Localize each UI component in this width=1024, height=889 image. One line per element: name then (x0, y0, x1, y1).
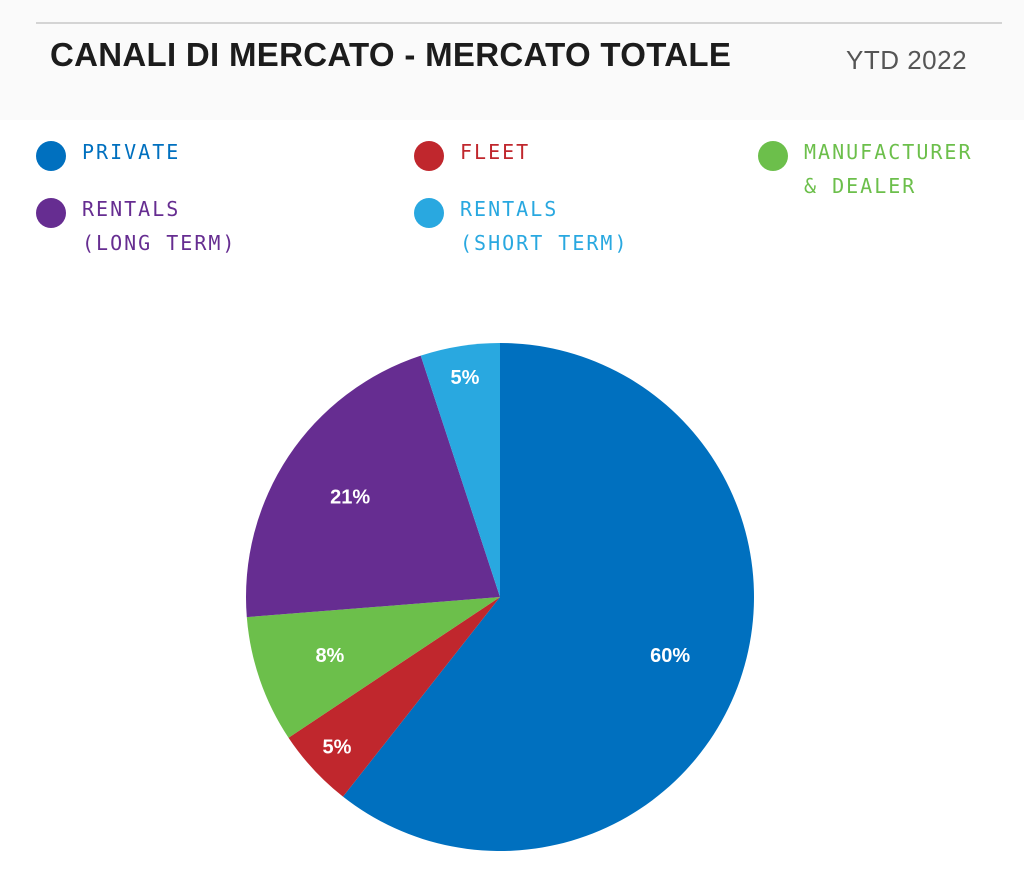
legend-label-line: RENTALS (82, 197, 181, 221)
legend-label-line: MANUFACTURER (804, 140, 973, 164)
legend-label-fleet: FLEET (460, 135, 530, 169)
pie-slice-fleet (288, 597, 500, 797)
legend-swatch-private (36, 141, 66, 171)
legend-label-rentals-long-term: RENTALS (LONG TERM) (82, 192, 236, 260)
legend-swatch-fleet (414, 141, 444, 171)
legend-label-line: RENTALS (460, 197, 559, 221)
chart-legend: PRIVATE FLEET MANUFACTURER & DEALER RENT… (0, 0, 1024, 280)
chart-subtitle: YTD 2022 (846, 45, 968, 75)
legend-label-line: (LONG TERM) (82, 231, 237, 255)
legend-item-private: PRIVATE (36, 140, 180, 171)
pie-slice-private (342, 343, 754, 851)
legend-swatch-rentals-short-term (414, 198, 444, 228)
legend-label-line: FLEET (460, 140, 531, 164)
legend-swatch-rentals-long-term (36, 198, 66, 228)
legend-item-rentals-long-term: RENTALS (LONG TERM) (36, 197, 236, 260)
legend-label-rentals-short-term: RENTALS (SHORT TERM) (460, 192, 629, 260)
pie-slice-label: 5% (322, 737, 351, 759)
legend-label-line: (SHORT TERM) (460, 231, 629, 255)
pie-slice-rentals-short-term (420, 343, 500, 597)
header-rule (36, 22, 1002, 24)
legend-item-rentals-short-term: RENTALS (SHORT TERM) (414, 197, 629, 260)
pie-labels: 60% 5% 8% 21% 5% (315, 367, 690, 759)
legend-label-line: & DEALER (804, 174, 917, 198)
chart-title: CANALI DI MERCATO - MERCATO TOTALE (50, 36, 732, 73)
pie-slice-label: 21% (330, 486, 370, 508)
pie-slice-manufacturer-dealer (246, 597, 500, 738)
pie-slices (246, 343, 754, 851)
pie-slice-label: 8% (315, 645, 344, 667)
pie-slice-label: 5% (450, 367, 479, 389)
pie-slice-rentals-long-term (246, 355, 500, 618)
legend-label-line: PRIVATE (82, 140, 181, 164)
legend-label-private: PRIVATE (82, 135, 180, 169)
legend-swatch-manufacturer-dealer (758, 141, 788, 171)
chart-header: CANALI DI MERCATO - MERCATO TOTALE YTD 2… (0, 0, 1024, 120)
legend-label-manufacturer-dealer: MANUFACTURER & DEALER (804, 135, 973, 203)
legend-item-manufacturer-dealer: MANUFACTURER & DEALER (758, 140, 973, 203)
legend-item-fleet: FLEET (414, 140, 530, 171)
pie-slice-label: 60% (650, 645, 690, 667)
